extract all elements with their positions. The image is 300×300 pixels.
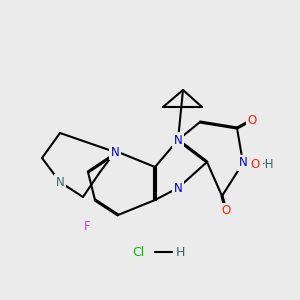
Text: ·H: ·H — [262, 158, 274, 172]
Text: O: O — [248, 113, 256, 127]
Text: N: N — [174, 182, 182, 194]
Text: O: O — [221, 205, 231, 218]
Text: N: N — [174, 134, 182, 146]
Text: N: N — [56, 176, 64, 188]
Text: O: O — [250, 158, 260, 172]
Text: F: F — [84, 220, 90, 232]
Text: N: N — [111, 146, 119, 158]
Text: H: H — [175, 245, 185, 259]
Text: N: N — [238, 157, 247, 169]
Text: Cl: Cl — [132, 245, 144, 259]
